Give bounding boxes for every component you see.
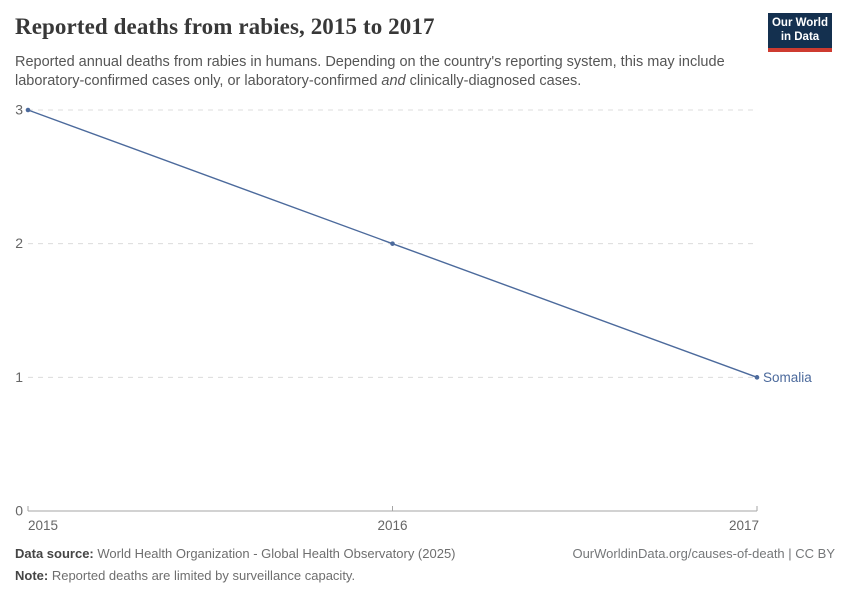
subtitle-text: Reported annual deaths from rabies in hu… (15, 54, 725, 89)
data-source-label: Data source: (15, 546, 94, 561)
footer-note-row: Note: Reported deaths are limited by sur… (15, 568, 835, 584)
data-source-text: Data source: World Health Organization -… (15, 546, 456, 561)
owid-logo-line2: in Data (780, 30, 820, 43)
footer-sources-row: Data source: World Health Organization -… (15, 546, 835, 562)
page-title: Reported deaths from rabies, 2015 to 201… (15, 14, 435, 39)
y-tick-label: 1 (15, 369, 23, 385)
data-point (754, 375, 760, 380)
line-chart: 0 1 2 3 2015 2016 2017 Somalia (15, 102, 812, 534)
chart-subtitle: Reported annual deaths from rabies in hu… (15, 53, 755, 91)
note-label: Note: (15, 568, 49, 583)
y-tick-label: 2 (15, 235, 23, 251)
data-point (390, 241, 395, 246)
owid-logo: Our World in Data (768, 13, 832, 52)
y-tick-label: 3 (15, 102, 23, 118)
subtitle-italic-word: and (381, 73, 406, 89)
series-label-somalia[interactable]: Somalia (763, 370, 812, 385)
y-tick-label: 0 (15, 503, 23, 519)
attribution-link[interactable]: OurWorldinData.org/causes-of-death | CC … (572, 546, 835, 561)
x-tick-label: 2017 (729, 518, 759, 533)
x-tick-label: 2016 (377, 518, 407, 533)
note-text: Note: Reported deaths are limited by sur… (15, 568, 356, 583)
x-tick-label: 2015 (28, 518, 58, 533)
subtitle-text-end: clinically-diagnosed cases. (405, 73, 582, 89)
data-point (25, 107, 31, 113)
owid-logo-line1: Our World (771, 17, 828, 29)
